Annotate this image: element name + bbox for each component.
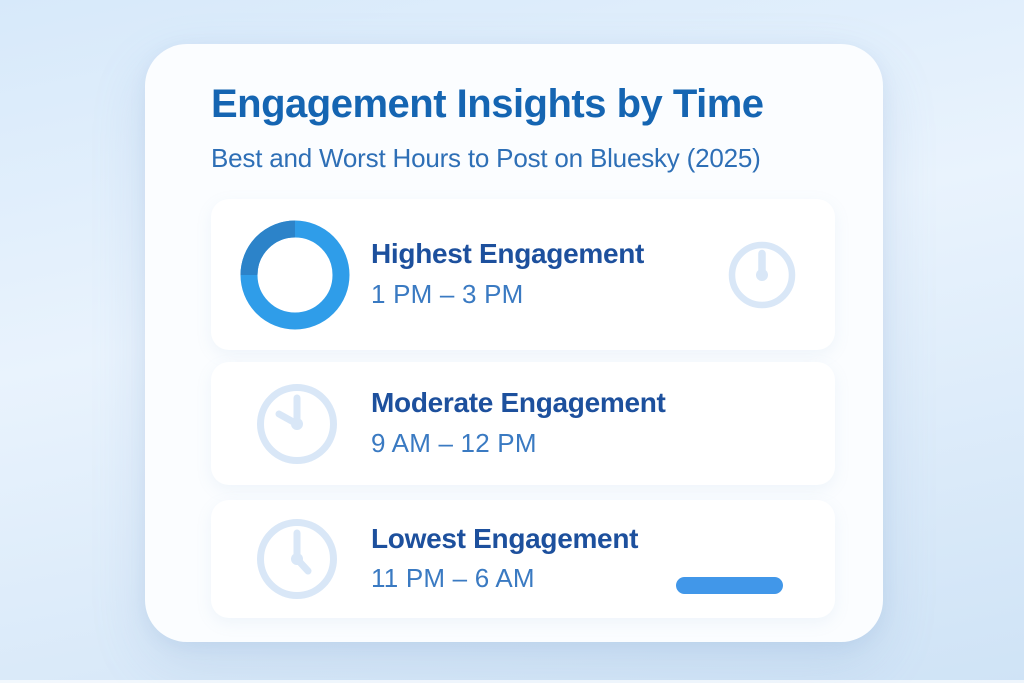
engagement-row-moderate: Moderate Engagement 9 AM – 12 PM	[211, 362, 835, 485]
page-subtitle: Best and Worst Hours to Post on Bluesky …	[211, 143, 761, 173]
row-label: Highest Engagement	[371, 238, 645, 270]
row-text-block: Moderate Engagement 9 AM – 12 PM	[371, 388, 666, 458]
row-time: 11 PM – 6 AM	[371, 563, 535, 594]
insights-card: Engagement Insights by Time Best and Wor…	[145, 44, 883, 642]
row-time: 9 AM – 12 PM	[371, 427, 537, 458]
clock-4-icon	[253, 515, 341, 603]
highlight-pill	[676, 577, 783, 594]
page-title: Engagement Insights by Time	[211, 82, 764, 126]
row-time: 1 PM – 3 PM	[371, 278, 524, 309]
engagement-row-highest: Highest Engagement 1 PM – 3 PM	[211, 199, 835, 350]
row-label: Moderate Engagement	[371, 387, 666, 419]
clock-12-icon	[725, 238, 799, 312]
row-text-block: Lowest Engagement 11 PM – 6 AM	[371, 522, 639, 594]
clock-10-icon	[253, 380, 341, 468]
donut-ring-icon	[240, 220, 350, 330]
row-text-block: Highest Engagement 1 PM – 3 PM	[371, 239, 644, 309]
row-label: Lowest Engagement	[371, 522, 639, 554]
engagement-row-lowest: Lowest Engagement 11 PM – 6 AM	[211, 500, 835, 618]
